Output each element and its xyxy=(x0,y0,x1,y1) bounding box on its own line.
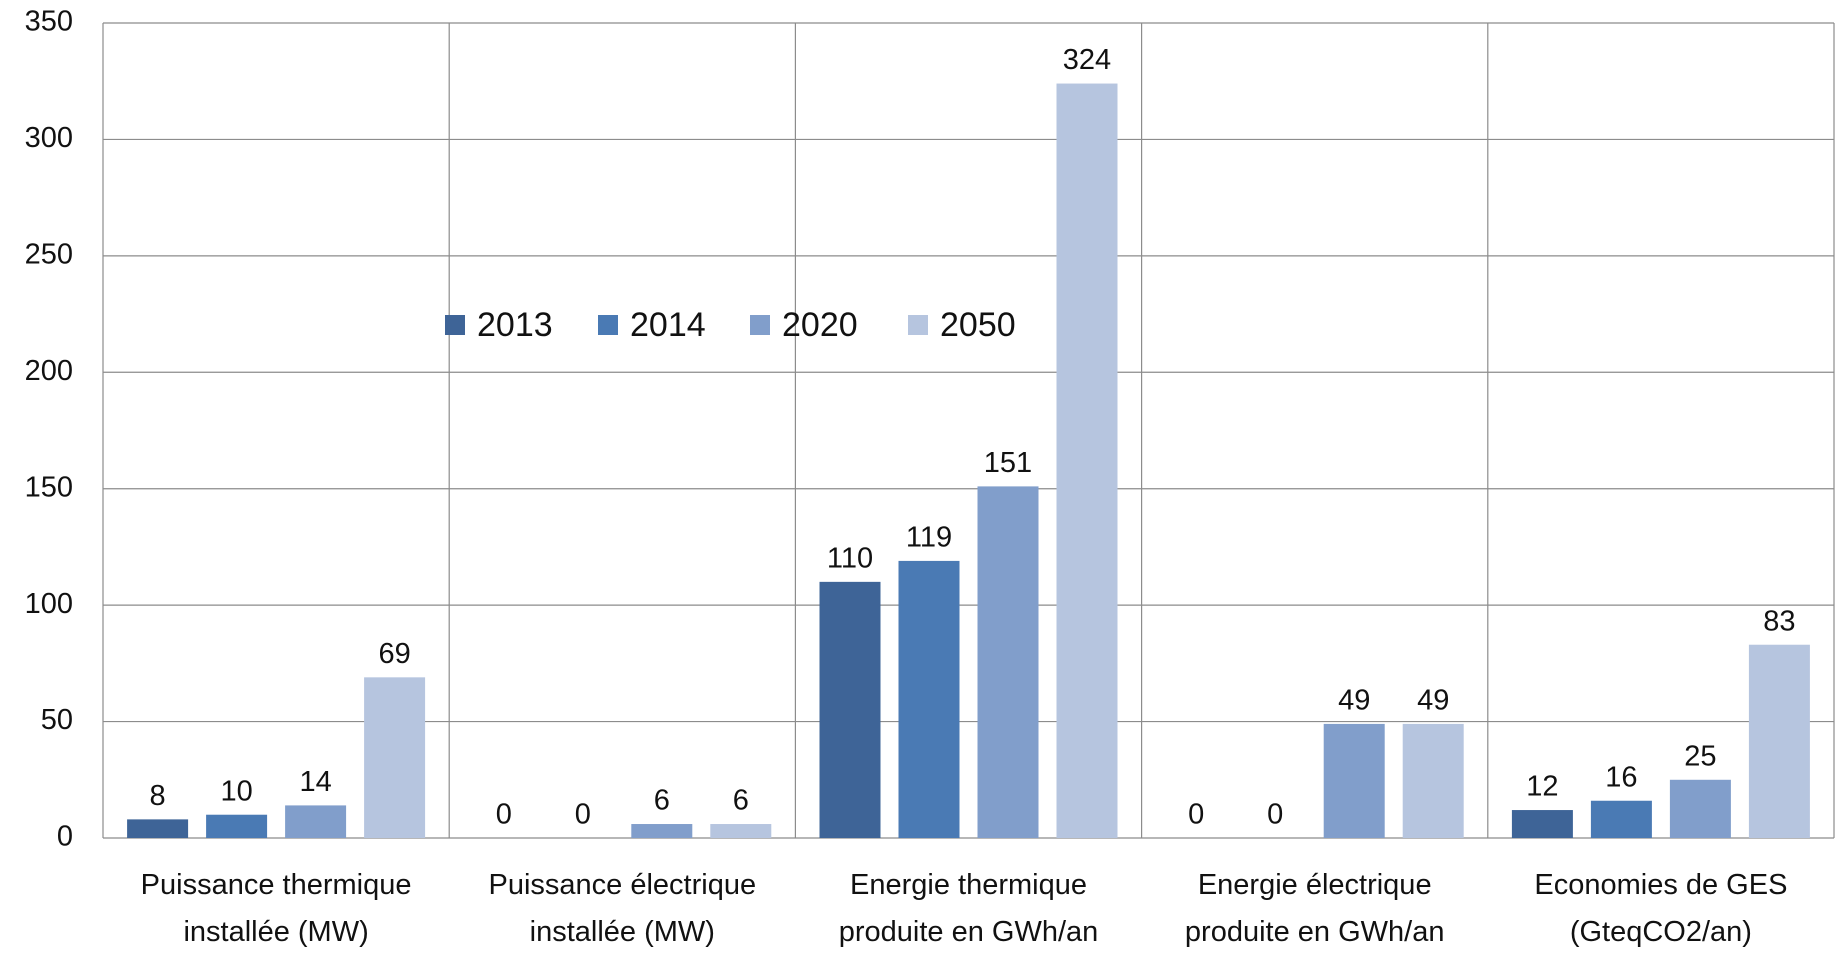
bar xyxy=(127,819,189,838)
bar xyxy=(206,814,268,838)
y-tick-label: 300 xyxy=(25,122,73,154)
data-label: 12 xyxy=(1526,771,1558,803)
bar xyxy=(1056,83,1118,839)
legend-swatch xyxy=(750,315,770,335)
data-label: 16 xyxy=(1605,761,1637,793)
data-label: 49 xyxy=(1417,685,1449,717)
data-label: 10 xyxy=(220,775,252,807)
x-tick-label: Energie thermique produite en GWh/an xyxy=(839,869,1099,948)
data-label: 25 xyxy=(1684,740,1716,772)
data-label: 324 xyxy=(1063,44,1111,76)
data-label: 49 xyxy=(1338,685,1370,717)
data-label: 0 xyxy=(1188,799,1204,831)
data-label: 0 xyxy=(575,799,591,831)
data-label: 151 xyxy=(984,447,1032,479)
data-label: 0 xyxy=(496,799,512,831)
data-label: 110 xyxy=(827,543,873,575)
data-label: 0 xyxy=(1267,799,1283,831)
bar xyxy=(1323,723,1385,838)
data-label: 14 xyxy=(299,766,331,798)
y-tick-label: 50 xyxy=(41,704,73,736)
data-label: 8 xyxy=(150,780,166,812)
legend-swatch xyxy=(598,315,618,335)
data-label: 6 xyxy=(654,785,670,817)
y-tick-label: 150 xyxy=(25,471,73,503)
legend-label: 2014 xyxy=(630,306,706,344)
bar xyxy=(710,824,772,838)
bar xyxy=(898,560,960,838)
bar xyxy=(977,486,1039,838)
y-tick-label: 0 xyxy=(57,821,73,853)
y-tick-label: 350 xyxy=(25,6,73,38)
bar xyxy=(1669,779,1731,838)
x-tick-label: Energie électrique produite en GWh/an xyxy=(1185,869,1445,948)
y-tick-label: 200 xyxy=(25,355,73,387)
x-tick-label: Economies de GES (GteqCO2/an) xyxy=(1534,869,1787,948)
legend-swatch xyxy=(445,315,465,335)
x-tick-label: Puissance électrique installée (MW) xyxy=(488,869,756,948)
legend-label: 2013 xyxy=(477,306,553,344)
bar xyxy=(1590,800,1652,838)
bar xyxy=(819,581,881,838)
y-tick-label: 100 xyxy=(25,588,73,620)
bar xyxy=(1748,644,1810,838)
data-label: 83 xyxy=(1763,605,1795,637)
legend-swatch xyxy=(908,315,928,335)
x-tick-label: Puissance thermique installée (MW) xyxy=(141,869,412,948)
bar xyxy=(1511,810,1573,838)
bar xyxy=(364,677,426,838)
legend-label: 2020 xyxy=(782,306,858,344)
data-label: 6 xyxy=(733,785,749,817)
legend-label: 2050 xyxy=(940,306,1016,344)
bar xyxy=(285,805,347,838)
bar xyxy=(631,824,693,838)
bar xyxy=(1402,723,1464,838)
y-tick-label: 250 xyxy=(25,239,73,271)
data-label: 119 xyxy=(906,522,952,554)
data-label: 69 xyxy=(378,638,410,670)
